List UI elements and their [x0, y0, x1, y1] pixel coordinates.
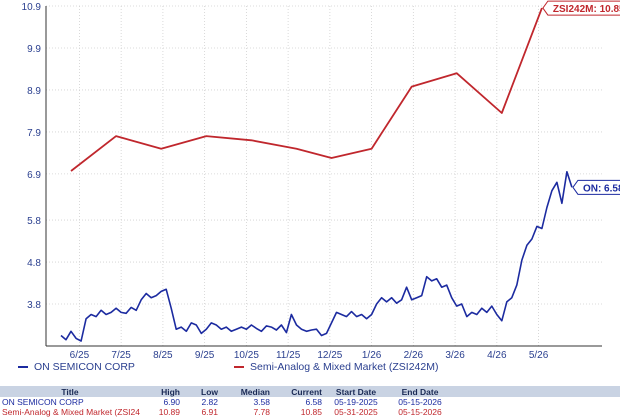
stats-row-on: ON SEMICON CORP 6.90 2.82 3.58 6.58 05-1… [0, 397, 620, 407]
chart: 10.9 9.9 8.9 7.9 6.9 5.8 4.8 3.8 6/25 7/25 8/25 9/… [22, 0, 620, 360]
row-high: 6.90 [163, 397, 180, 407]
row-median: 3.58 [253, 397, 270, 407]
legend-item-zsi: Semi-Analog & Mixed Market (ZSI242M) [234, 361, 438, 373]
y-tick-label: 10.9 [22, 2, 42, 13]
x-axis-ticks: 6/25 7/25 8/25 9/25 10/25 11/25 12/25 1/26 2/26 3… [70, 350, 549, 360]
stats-row-zsi: Semi-Analog & Mixed Market (ZSI242M) 10.… [0, 407, 620, 417]
end-label-text: ZSI242M: 10.85 [553, 4, 620, 15]
end-label-box [572, 179, 620, 195]
row-current: 10.85 [300, 407, 322, 417]
y-tick-label: 4.8 [27, 258, 41, 269]
x-tick-label: 3/26 [445, 350, 465, 360]
series-lines [60, 7, 573, 342]
end-label-box [542, 0, 620, 16]
header-end-date: End Date [388, 386, 452, 397]
end-label-text: ON: 6.58 [583, 183, 620, 194]
stats-header-row: Title High Low Median Current Start Date… [0, 386, 620, 397]
x-tick-label: 9/25 [195, 350, 215, 360]
header-low: Low [182, 386, 220, 397]
header-median: Median [220, 386, 272, 397]
y-tick-label: 8.9 [27, 86, 41, 97]
header-high: High [140, 386, 182, 397]
x-tick-label: 12/25 [317, 350, 342, 360]
end-labels: ON: 6.58 ZSI242M: 10.85 [542, 0, 620, 195]
x-tick-label: 11/25 [276, 350, 301, 360]
legend-swatch-on [18, 366, 28, 368]
end-label-on: ON: 6.58 [572, 179, 620, 195]
row-title: ON SEMICON CORP [2, 397, 84, 407]
x-tick-label: 8/25 [153, 350, 173, 360]
legend-label-zsi: Semi-Analog & Mixed Market (ZSI242M) [250, 361, 439, 373]
y-tick-label: 3.8 [27, 300, 41, 311]
legend-item-on: ON SEMICON CORP [18, 361, 135, 373]
header-current: Current [272, 386, 324, 397]
legend: ON SEMICON CORP Semi-Analog & Mixed Mark… [10, 361, 610, 377]
series-line-zsi [70, 7, 543, 172]
row-spacer [452, 397, 620, 407]
row-end-date: 05-15-2026 [398, 407, 442, 417]
row-low: 2.82 [201, 397, 218, 407]
stats-table: Title High Low Median Current Start Date… [0, 386, 620, 419]
y-tick-label: 7.9 [27, 128, 41, 139]
x-tick-label: 6/25 [70, 350, 90, 360]
legend-label-on: ON SEMICON CORP [34, 361, 135, 373]
x-tick-label: 1/26 [362, 350, 382, 360]
row-high: 10.89 [158, 407, 180, 417]
legend-swatch-zsi [234, 366, 244, 368]
x-tick-label: 10/25 [234, 350, 259, 360]
series-line-on [60, 171, 573, 342]
x-tick-label: 2/26 [404, 350, 424, 360]
y-tick-label: 6.9 [27, 170, 41, 181]
header-spacer [452, 386, 620, 397]
row-start-date: 05-19-2025 [334, 397, 378, 407]
row-median: 7.78 [253, 407, 270, 417]
row-end-date: 05-15-2026 [398, 397, 442, 407]
x-tick-label: 7/25 [111, 350, 131, 360]
y-axis-ticks: 10.9 9.9 8.9 7.9 6.9 5.8 4.8 3.8 [22, 2, 42, 311]
y-tick-label: 5.8 [27, 216, 41, 227]
row-current: 6.58 [305, 397, 322, 407]
x-tick-label: 5/26 [529, 350, 549, 360]
plot-background [46, 6, 602, 346]
row-spacer [452, 407, 620, 417]
row-title: Semi-Analog & Mixed Market (ZSI242M) [2, 407, 140, 417]
row-low: 6.91 [201, 407, 218, 417]
header-title: Title [0, 386, 140, 397]
header-start-date: Start Date [324, 386, 388, 397]
y-tick-label: 9.9 [27, 44, 41, 55]
row-start-date: 05-31-2025 [334, 407, 378, 417]
end-label-zsi: ZSI242M: 10.85 [542, 0, 620, 16]
x-tick-label: 4/26 [487, 350, 507, 360]
